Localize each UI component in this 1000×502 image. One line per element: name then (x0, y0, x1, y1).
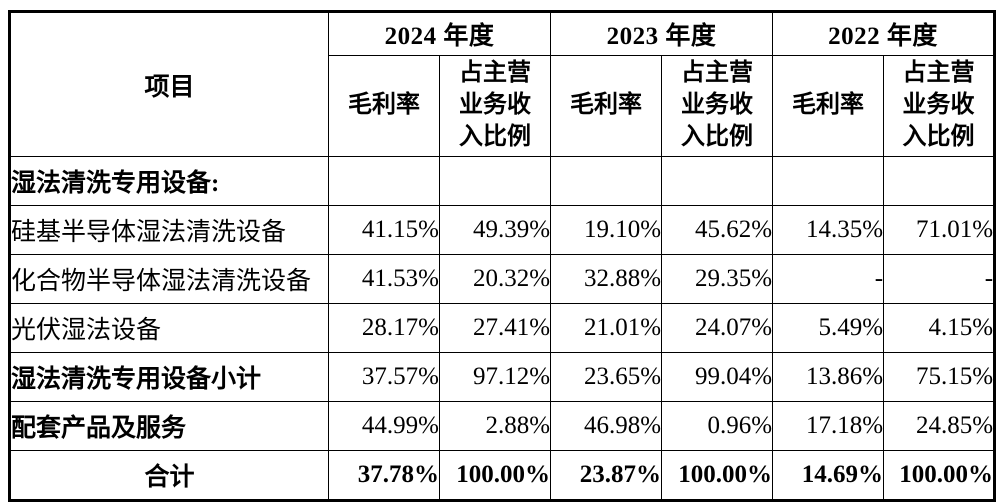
table-row-supporting-products: 配套产品及服务 44.99% 2.88% 46.98% 0.96% 17.18%… (9, 401, 996, 451)
row-label: 合计 (9, 450, 329, 501)
cell: 13.86% (772, 352, 885, 402)
cell: 29.35% (661, 254, 774, 304)
table-row-photovoltaic-equipment: 光伏湿法设备 28.17% 27.41% 21.01% 24.07% 5.49%… (9, 303, 996, 353)
cell: 27.41% (438, 303, 552, 353)
header-label: 占主营业务收入比例 (459, 60, 531, 150)
cell: 100.00% (883, 450, 996, 501)
cell (883, 156, 996, 206)
cell (661, 156, 774, 206)
cell (772, 156, 885, 206)
header-year-2022: 2022 年度 (772, 11, 996, 56)
cell: 44.99% (328, 401, 440, 451)
row-label: 化合物半导体湿法清洗设备 (9, 254, 329, 304)
table-row-wet-clean-category: 湿法清洗专用设备: (9, 156, 996, 206)
cell: 46.98% (550, 401, 663, 451)
row-label: 硅基半导体湿法清洗设备 (9, 205, 329, 255)
header-label: 占主营业务收入比例 (902, 60, 975, 150)
cell: 41.53% (328, 254, 440, 304)
header-subcolumn-row: 毛利率 占主营业务收入比例 毛利率 占主营业务收入比例 毛利率 占主营业务收入比… (10, 55, 996, 157)
cell (438, 156, 552, 206)
cell: 37.78% (328, 450, 440, 501)
row-label: 配套产品及服务 (9, 401, 329, 451)
table-row-wet-clean-subtotal: 湿法清洗专用设备小计 37.57% 97.12% 23.65% 99.04% 1… (9, 352, 996, 402)
table-header: 项目 2024 年度 2023 年度 2022 年度 毛利率 占主营业务收入比例… (9, 11, 996, 157)
cell: 21.01% (550, 303, 663, 353)
header-item: 项目 (9, 11, 329, 157)
header-year-row: 项目 2024 年度 2023 年度 2022 年度 (9, 11, 996, 157)
cell: 24.85% (883, 401, 996, 451)
cell: 23.65% (550, 352, 663, 402)
cell (550, 156, 663, 206)
header-label: 占主营业务收入比例 (681, 60, 754, 150)
cell: 17.18% (772, 401, 885, 451)
header-label: 毛利率 (570, 92, 643, 119)
cell (328, 156, 440, 206)
header-2023-revenue-share: 占主营业务收入比例 (661, 55, 774, 157)
cell: 75.15% (883, 352, 996, 402)
header-2022-revenue-share: 占主营业务收入比例 (883, 55, 996, 157)
cell: 45.62% (661, 205, 774, 255)
cell: 32.88% (550, 254, 663, 304)
cell: 23.87% (550, 450, 663, 501)
cell: 5.49% (772, 303, 885, 353)
cell: 14.35% (772, 205, 885, 255)
header-2024-revenue-share: 占主营业务收入比例 (438, 55, 552, 157)
header-label: 毛利率 (348, 92, 420, 119)
row-label: 湿法清洗专用设备小计 (9, 352, 329, 402)
cell: 14.69% (772, 450, 885, 501)
cell: 99.04% (661, 352, 774, 402)
cell: - (883, 254, 996, 304)
cell: 4.15% (883, 303, 996, 353)
table-body: 湿法清洗专用设备: 硅基半导体湿法清洗设备 41.15% 49.39% 19.1… (9, 156, 996, 501)
row-label: 湿法清洗专用设备: (9, 156, 329, 206)
cell: 20.32% (438, 254, 552, 304)
cell: 28.17% (328, 303, 440, 353)
cell: 19.10% (550, 205, 663, 255)
row-label: 光伏湿法设备 (9, 303, 329, 353)
header-2024-gross-margin: 毛利率 (328, 55, 440, 157)
cell: 97.12% (438, 352, 552, 402)
table-row-total: 合计 37.78% 100.00% 23.87% 100.00% 14.69% … (9, 450, 996, 501)
cell: 71.01% (883, 205, 996, 255)
cell: 100.00% (438, 450, 552, 501)
header-2023-gross-margin: 毛利率 (550, 55, 663, 157)
cell: 0.96% (661, 401, 774, 451)
cell: - (772, 254, 885, 304)
cell: 2.88% (438, 401, 552, 451)
header-year-2023: 2023 年度 (550, 11, 774, 56)
cell: 24.07% (661, 303, 774, 353)
header-2022-gross-margin: 毛利率 (772, 55, 885, 157)
cell: 37.57% (328, 352, 440, 402)
table-row-compound-equipment: 化合物半导体湿法清洗设备 41.53% 20.32% 32.88% 29.35%… (9, 254, 996, 304)
header-year-2024: 2024 年度 (327, 11, 552, 56)
gross-margin-table: 项目 2024 年度 2023 年度 2022 年度 毛利率 占主营业务收入比例… (8, 10, 997, 502)
table-row-silicon-equipment: 硅基半导体湿法清洗设备 41.15% 49.39% 19.10% 45.62% … (9, 205, 996, 255)
header-label: 毛利率 (792, 92, 865, 119)
cell: 49.39% (438, 205, 552, 255)
cell: 41.15% (328, 205, 440, 255)
cell: 100.00% (661, 450, 774, 501)
